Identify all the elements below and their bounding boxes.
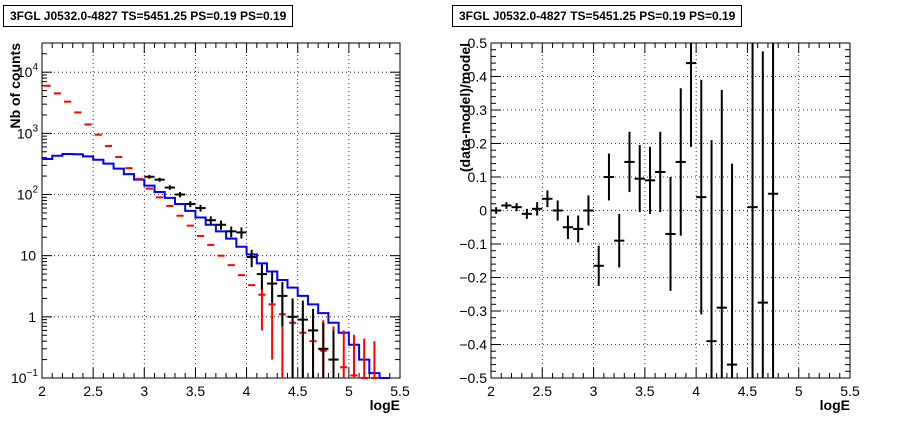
left-x-tick-label: 2 — [38, 383, 46, 399]
right-y-tick-label: −0.2 — [459, 270, 487, 286]
right-y-tick-label: −0.3 — [459, 303, 487, 319]
right-x-tick-label: 3.5 — [635, 383, 655, 399]
left-y-tick-label: 104 — [17, 62, 39, 80]
left-x-tick-label: 3.5 — [186, 383, 206, 399]
right-y-tick-label: −0.5 — [459, 370, 487, 386]
right-y-tick-label: 0.3 — [468, 102, 488, 118]
left-y-tick-label: 102 — [17, 185, 39, 203]
model-step-line — [42, 152, 390, 379]
right-y-tick-label: 0 — [479, 203, 487, 219]
right-y-tick-label: 0.5 — [468, 35, 488, 51]
left-x-tick-label: 4 — [243, 383, 251, 399]
right-x-tick-label: 2.5 — [533, 383, 553, 399]
left-y-tick-label: 10 — [20, 248, 36, 264]
left-y-tick-label: 103 — [17, 123, 39, 141]
right-x-tick-label: 5.5 — [840, 383, 860, 399]
right-x-tick-label: 3 — [590, 383, 598, 399]
right-x-tick-label: 4.5 — [738, 383, 758, 399]
right-x-tick-label: 4 — [692, 383, 700, 399]
left-plot-frame — [41, 42, 401, 379]
left-x-tick-label: 2.5 — [83, 383, 103, 399]
right-y-axis-label: (data-model)/model — [457, 43, 473, 172]
left-x-tick-label: 5.5 — [390, 383, 410, 399]
left-chart-title: 3FGL J0532.0-4827 TS=5451.25 PS=0.19 PS=… — [3, 5, 294, 27]
right-chart-title: 3FGL J0532.0-4827 TS=5451.25 PS=0.19 PS=… — [452, 5, 743, 27]
right-y-tick-label: 0.2 — [468, 136, 488, 152]
right-y-tick-label: −0.4 — [459, 337, 487, 353]
left-x-tick-label: 3 — [140, 383, 148, 399]
left-y-tick-label: 10−1 — [11, 368, 38, 386]
right-x-tick-label: 5 — [795, 383, 803, 399]
right-y-tick-label: 0.4 — [468, 69, 488, 85]
right-x-tick-label: 2 — [487, 383, 495, 399]
left-y-axis-label: Nb of counts — [7, 43, 23, 129]
left-y-tick-label: 1 — [28, 309, 36, 325]
left-x-tick-label: 4.5 — [288, 383, 308, 399]
right-y-tick-label: −0.1 — [459, 236, 487, 252]
left-x-axis-label: logE — [370, 397, 400, 413]
left-x-tick-label: 5 — [345, 383, 353, 399]
right-x-axis-label: logE — [820, 397, 850, 413]
right-y-tick-label: 0.1 — [468, 169, 488, 185]
